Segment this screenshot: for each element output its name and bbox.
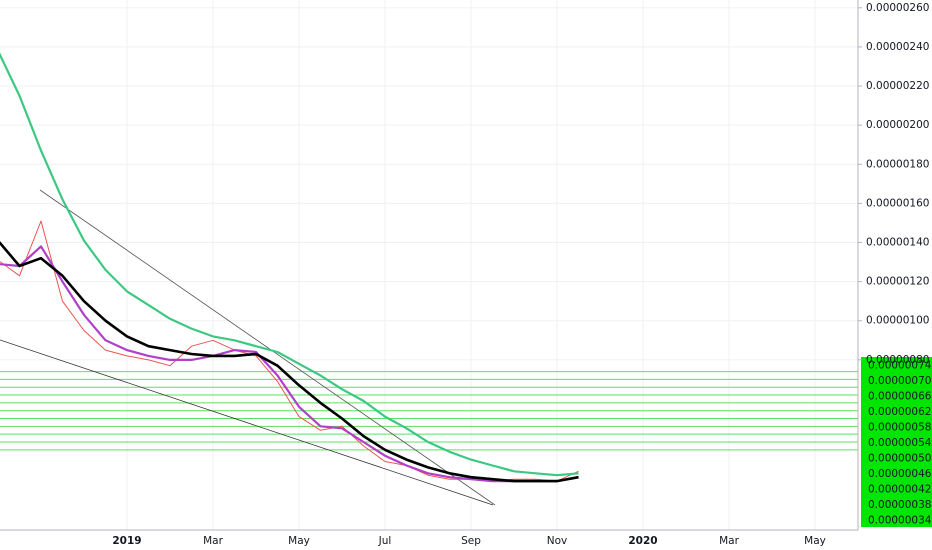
level-label: 0.00000066	[868, 391, 932, 403]
level-label: 0.00000042	[868, 484, 931, 496]
y-tick-label: 0.00000180	[866, 158, 929, 170]
y-tick-label: 0.00000100	[866, 315, 929, 327]
level-label: 0.00000070	[868, 375, 931, 387]
x-tick-label: May	[288, 535, 310, 547]
y-tick-label: 0.00000120	[866, 276, 929, 288]
x-tick-label: 2020	[628, 535, 657, 547]
y-tick-label: 0.00000080	[866, 354, 929, 366]
levels	[0, 371, 858, 451]
x-tick-label: Jul	[378, 535, 392, 547]
x-tick-label: Mar	[203, 535, 223, 547]
series-line	[0, 245, 579, 483]
x-tick-label: May	[804, 535, 826, 547]
x-tick-label: Mar	[719, 535, 739, 547]
y-tick-label: 0.00000240	[866, 41, 929, 53]
y-tick-label: 0.00000200	[866, 119, 929, 131]
series-line	[0, 240, 579, 483]
x-tick-label: 2019	[112, 535, 141, 547]
level-label: 0.00000038	[868, 499, 931, 511]
series-line	[0, 52, 579, 477]
y-tick-label: 0.00000260	[866, 2, 929, 14]
trendline-upper	[39, 189, 496, 506]
y-tick-label: 0.00000160	[866, 197, 929, 209]
series	[0, 52, 579, 483]
level-label: 0.00000034	[868, 515, 932, 527]
x-tick-label: Nov	[547, 535, 568, 547]
axis-labels: 0.00000260 0.00000240 0.00000220 0.00000200…	[112, 2, 931, 547]
level-label-box	[861, 357, 932, 527]
level-label: 0.00000062	[868, 406, 931, 418]
y-tick-label: 0.00000140	[866, 237, 929, 249]
level-label: 0.00000054	[868, 437, 932, 449]
level-label: 0.00000058	[868, 422, 931, 434]
y-tick-label: 0.00000220	[866, 80, 929, 92]
trendline-lower	[0, 339, 494, 506]
level-label: 0.00000050	[868, 453, 931, 465]
level-label: 0.00000074	[868, 360, 932, 372]
x-tick-label: Sep	[461, 535, 481, 547]
level-label: 0.00000046	[868, 468, 932, 480]
